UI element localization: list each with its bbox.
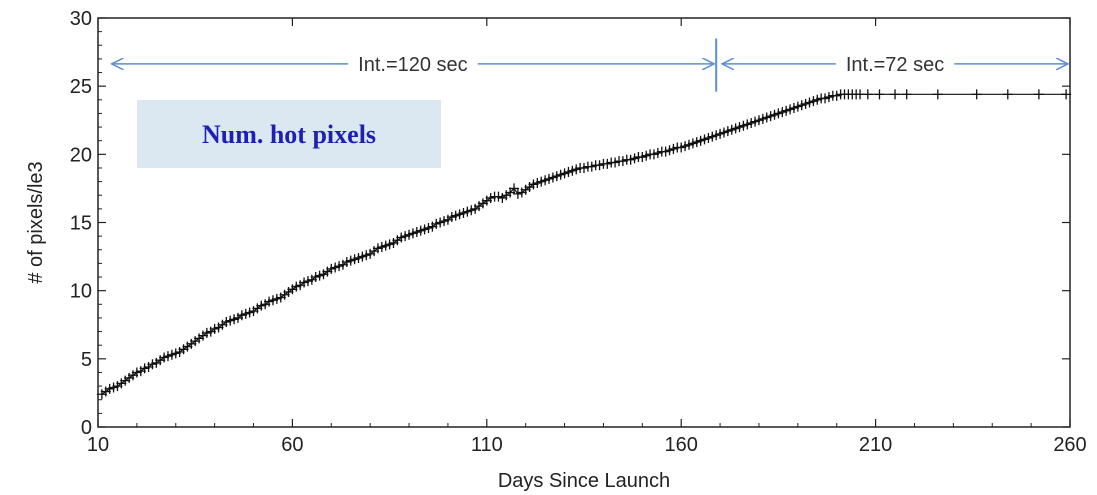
annotations: Int.=120 sec Int.=72 sec — [112, 38, 1068, 92]
y-tick-label: 0 — [81, 417, 92, 439]
label-box-text: Num. hot pixels — [202, 120, 376, 149]
x-axis-title: Days Since Launch — [498, 470, 670, 492]
data-point — [862, 89, 873, 100]
plot-frame — [97, 17, 1071, 428]
annotation-label: Int.=72 sec — [846, 54, 944, 76]
data-point — [1033, 89, 1044, 100]
data-point — [932, 89, 943, 100]
x-tick-label: 10 — [87, 434, 109, 456]
data-point — [901, 89, 912, 100]
label-box — [137, 100, 441, 168]
data-point — [971, 89, 982, 100]
data-points — [96, 89, 1072, 400]
x-tick-label: 160 — [665, 434, 698, 456]
x-tick-label: 260 — [1053, 434, 1086, 456]
data-point — [1002, 89, 1013, 100]
data-point — [509, 183, 520, 194]
x-tick-label: 60 — [281, 434, 303, 456]
data-point — [874, 89, 885, 100]
y-tick-label: 10 — [70, 281, 92, 303]
data-point — [1061, 89, 1072, 100]
y-tick-label: 30 — [70, 8, 92, 30]
y-tick-label: 5 — [81, 349, 92, 371]
y-tick-label: 20 — [70, 144, 92, 166]
axis-ticks: 10 60 110 160 210 260 0 5 10 15 20 25 30 — [70, 8, 1087, 456]
x-tick-label: 110 — [471, 434, 503, 456]
data-point — [890, 89, 901, 100]
y-tick-label: 15 — [70, 213, 92, 235]
y-axis-title: # of pixels/le3 — [25, 161, 47, 283]
x-tick-label: 210 — [859, 434, 892, 456]
y-tick-label: 25 — [70, 76, 92, 98]
annotation-label: Int.=120 sec — [358, 54, 468, 76]
